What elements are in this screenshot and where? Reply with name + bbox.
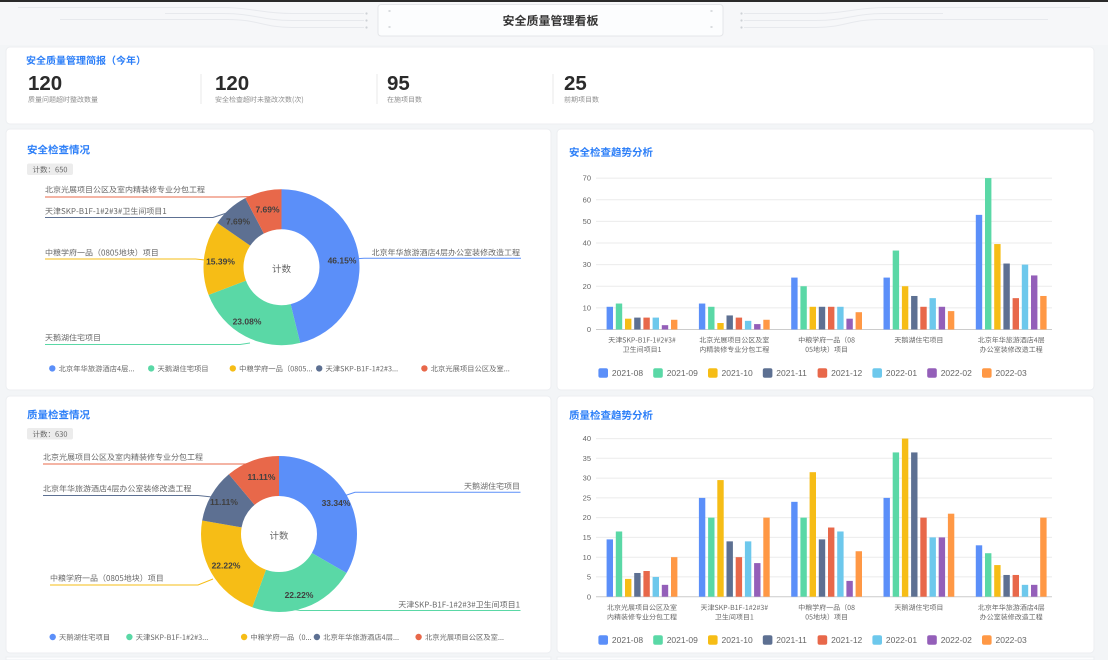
svg-text:2021-10: 2021-10	[722, 635, 753, 645]
svg-text:2021-12: 2021-12	[831, 368, 862, 378]
svg-text:0: 0	[587, 325, 591, 334]
svg-text:2021-11: 2021-11	[776, 635, 807, 645]
svg-text:10: 10	[583, 553, 591, 562]
svg-text:2021-09: 2021-09	[667, 635, 698, 645]
svg-text:60: 60	[583, 195, 591, 204]
svg-text:2022-03: 2022-03	[996, 635, 1027, 645]
svg-text:2021-10: 2021-10	[722, 368, 753, 378]
svg-text:50: 50	[583, 217, 591, 226]
svg-text:33.34%: 33.34%	[322, 498, 351, 508]
svg-text:120: 120	[215, 72, 249, 95]
svg-text:11.11%: 11.11%	[210, 497, 238, 507]
svg-text:2022-02: 2022-02	[941, 368, 972, 378]
svg-text:40: 40	[583, 434, 591, 443]
svg-text:20: 20	[583, 513, 591, 522]
svg-text:40: 40	[583, 239, 591, 248]
svg-text:7.69%: 7.69%	[226, 217, 251, 227]
svg-text:23.08%: 23.08%	[233, 317, 262, 327]
svg-text:5: 5	[587, 573, 591, 582]
svg-text:22.22%: 22.22%	[285, 590, 314, 600]
svg-text:95: 95	[387, 72, 410, 95]
svg-text:0: 0	[587, 592, 591, 601]
svg-text:15.39%: 15.39%	[206, 257, 235, 267]
svg-text:2022-01: 2022-01	[886, 368, 917, 378]
svg-text:10: 10	[583, 304, 591, 313]
svg-text:2021-08: 2021-08	[612, 368, 643, 378]
svg-text:2021-08: 2021-08	[612, 635, 643, 645]
svg-text:35: 35	[583, 454, 591, 463]
svg-text:11.11%: 11.11%	[248, 472, 276, 482]
svg-text:30: 30	[583, 260, 591, 269]
svg-text:25: 25	[564, 72, 587, 95]
svg-text:2021-12: 2021-12	[831, 635, 862, 645]
svg-text:2022-02: 2022-02	[941, 635, 972, 645]
svg-text:2021-11: 2021-11	[776, 368, 807, 378]
svg-text:2022-01: 2022-01	[886, 635, 917, 645]
svg-text:7.69%: 7.69%	[255, 205, 280, 215]
svg-text:20: 20	[583, 282, 591, 291]
svg-text:2022-03: 2022-03	[996, 368, 1027, 378]
svg-text:120: 120	[28, 72, 62, 95]
svg-text:46.15%: 46.15%	[328, 256, 357, 266]
svg-text:30: 30	[583, 474, 591, 483]
svg-text:15: 15	[583, 533, 591, 542]
svg-text:70: 70	[583, 174, 591, 183]
svg-text:22.22%: 22.22%	[212, 561, 241, 571]
svg-text:2021-09: 2021-09	[667, 368, 698, 378]
svg-text:25: 25	[583, 494, 591, 503]
